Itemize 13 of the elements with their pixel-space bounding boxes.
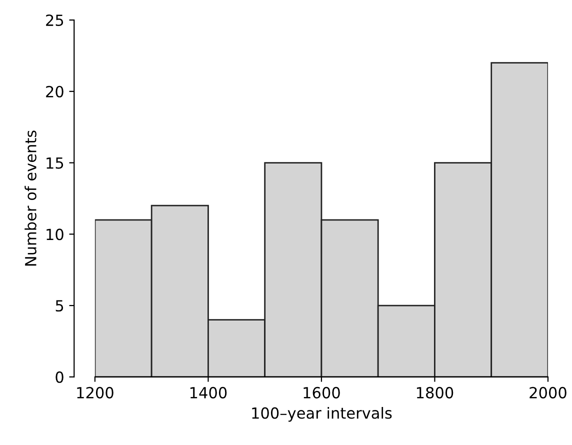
y-tick-label: 0 (56, 371, 64, 383)
y-tick-label: 10 (46, 228, 64, 240)
x-tick-label: 1600 (304, 386, 340, 398)
x-axis-title: 100–year intervals (252, 406, 392, 422)
y-tick-label: 5 (56, 300, 64, 312)
y-tick-label: 20 (46, 86, 64, 98)
x-tick-label: 1800 (416, 386, 454, 398)
y-tick-label: 25 (46, 14, 64, 26)
y-axis-title: Number of events (24, 130, 36, 266)
y-tick-label: 15 (46, 157, 64, 169)
x-tick-label: 1400 (190, 386, 227, 398)
x-tick-label: 1200 (77, 386, 114, 398)
x-tick-label: 2000 (530, 386, 566, 398)
